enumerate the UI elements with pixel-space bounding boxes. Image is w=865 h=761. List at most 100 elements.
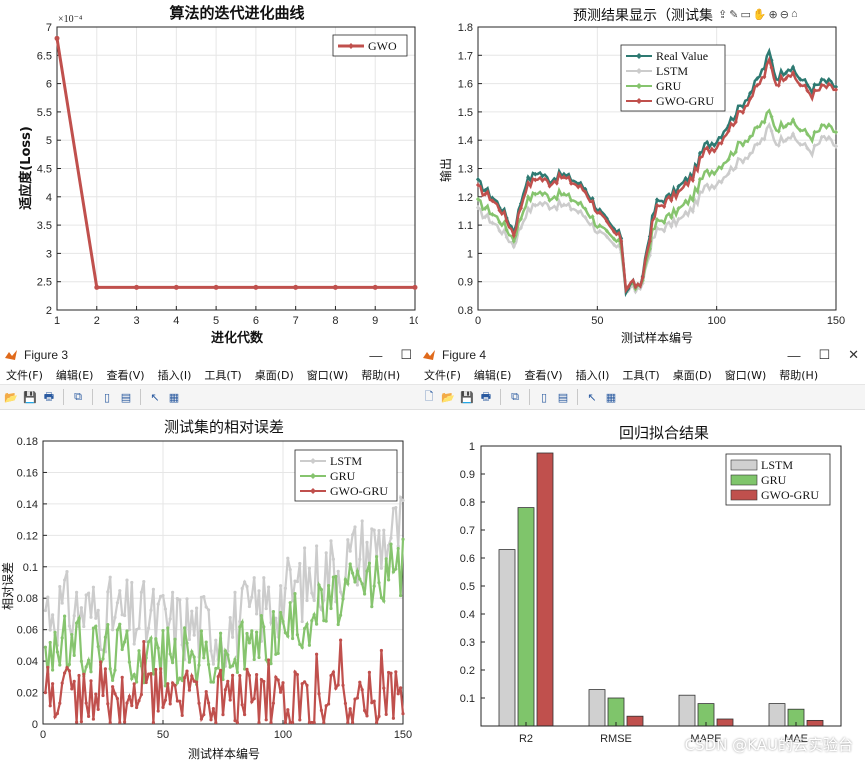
data-point [142,640,146,644]
data-point [202,712,206,717]
pointer-icon[interactable]: ↖ [150,391,160,404]
data-marker [819,76,824,82]
data-marker [490,198,495,204]
print-icon[interactable]: 🖶 [480,390,492,403]
data-point [233,657,237,662]
data-point [307,566,311,570]
y-axis-label: 相对误差 [1,562,15,610]
data-marker [554,196,559,202]
menu-item-3[interactable]: 插入(I) [575,369,610,382]
data-point [99,660,103,664]
data-point [127,628,131,632]
save-icon[interactable]: 💾 [460,391,474,404]
window-titlebar[interactable]: Figure 4 — ☐ ✕ [418,344,865,367]
legend-entry: Real Value [656,49,708,63]
zoom-out-icon[interactable]: ⊖ [779,9,789,21]
link-icon[interactable]: ⧉ [74,390,82,403]
legend-icon[interactable]: ▤ [120,391,132,404]
data-point [293,579,297,583]
data-point [43,608,48,613]
menu-item-4[interactable]: 工具(T) [622,369,660,382]
data-marker [683,175,688,181]
menu-item-6[interactable]: 窗口(W) [306,369,349,382]
data-point [209,649,213,653]
open-icon[interactable]: 📂 [4,391,18,404]
data-point [147,626,151,630]
colorbar-icon[interactable]: ▯ [103,391,111,404]
zoom-in-icon[interactable]: ⊕ [768,9,778,21]
data-marker [805,88,810,94]
axes-toolbar[interactable]: ⇪ ✎ ▭ ✋ ⊕ ⊖ ⌂ [718,8,798,21]
menu-item-1[interactable]: 编辑(E) [473,369,512,382]
menu-item-5[interactable]: 桌面(D) [672,369,712,382]
data-point [94,616,98,620]
home-icon[interactable]: ⌂ [790,8,798,20]
data-point [60,681,64,685]
menu-item-2[interactable]: 查看(V) [524,369,563,382]
menu-item-0[interactable]: 文件(F) [424,369,461,382]
data-point [310,720,314,725]
data-point [319,588,323,592]
bar-lstm [768,703,786,727]
colorbar-icon[interactable]: ▯ [540,391,548,404]
menu-item-7[interactable]: 帮助(H) [779,369,819,382]
data-marker [819,122,824,128]
save-icon[interactable]: 💾 [23,391,37,404]
minimize-icon[interactable]: — [787,347,801,363]
y-tick-label: 6.5 [37,50,52,62]
data-marker [504,234,509,240]
data-marker [733,119,738,125]
data-point [70,687,74,691]
data-point [60,636,64,640]
data-point [101,693,105,698]
maximize-icon[interactable]: ☐ [400,347,412,362]
pan-icon[interactable]: ✋ [752,9,767,21]
data-point [190,609,194,613]
open-icon[interactable]: 📂 [441,391,455,404]
close-icon[interactable]: ✕ [848,347,859,362]
print-icon[interactable]: 🖶 [43,390,55,403]
data-marker [576,209,581,215]
datatip-icon[interactable]: ▭ [740,9,751,21]
x-tick-label: 9 [372,315,378,327]
data-point [243,580,247,584]
menu-item-3[interactable]: 插入(I) [157,369,192,382]
data-marker [655,217,659,223]
menu-item-2[interactable]: 查看(V) [106,369,145,382]
data-point [303,626,307,631]
menu-item-7[interactable]: 帮助(H) [361,369,401,382]
x-tick-label: RMSE [600,733,632,745]
menu-item-6[interactable]: 窗口(W) [724,369,767,382]
y-tick-label: 5 [46,135,52,147]
menu-item-4[interactable]: 工具(T) [204,369,242,382]
data-point [341,597,345,601]
property-icon[interactable]: ▦ [168,391,180,404]
chart-relative-error: 测试集的相对误差 测试样本编号 相对误差 0 50 100 150 0 0.02 0.04 0… [1,418,412,761]
menu-item-0[interactable]: 文件(F) [6,369,43,382]
minimize-icon[interactable]: — [369,347,383,363]
brush-icon[interactable]: ✎ [729,9,739,21]
menu-item-1[interactable]: 编辑(E) [55,369,94,382]
menu-item-5[interactable]: 桌面(D) [254,369,294,382]
data-marker [726,128,731,134]
maximize-icon[interactable]: ☐ [818,347,831,362]
legend-swatch [730,489,758,501]
legend-icon[interactable]: ▤ [557,391,569,404]
data-point [257,720,261,725]
data-marker [655,197,659,203]
data-marker [533,177,538,183]
property-icon[interactable]: ▦ [605,391,617,404]
legend-entry: GWO-GRU [761,488,819,502]
new-icon[interactable]: 🗋 [424,390,434,403]
watermark: CSDN @KAU的云实验台 [684,736,853,754]
data-marker [676,216,681,222]
export-icon[interactable]: ⇪ [718,9,728,21]
window-titlebar[interactable]: Figure 3 — ☐ [0,344,418,367]
link-icon[interactable]: ⧉ [511,390,519,403]
data-marker [705,168,710,174]
pointer-icon[interactable]: ↖ [587,391,597,404]
data-point [94,624,98,628]
data-point [192,633,196,637]
data-marker [740,104,745,110]
data-marker [533,191,538,197]
